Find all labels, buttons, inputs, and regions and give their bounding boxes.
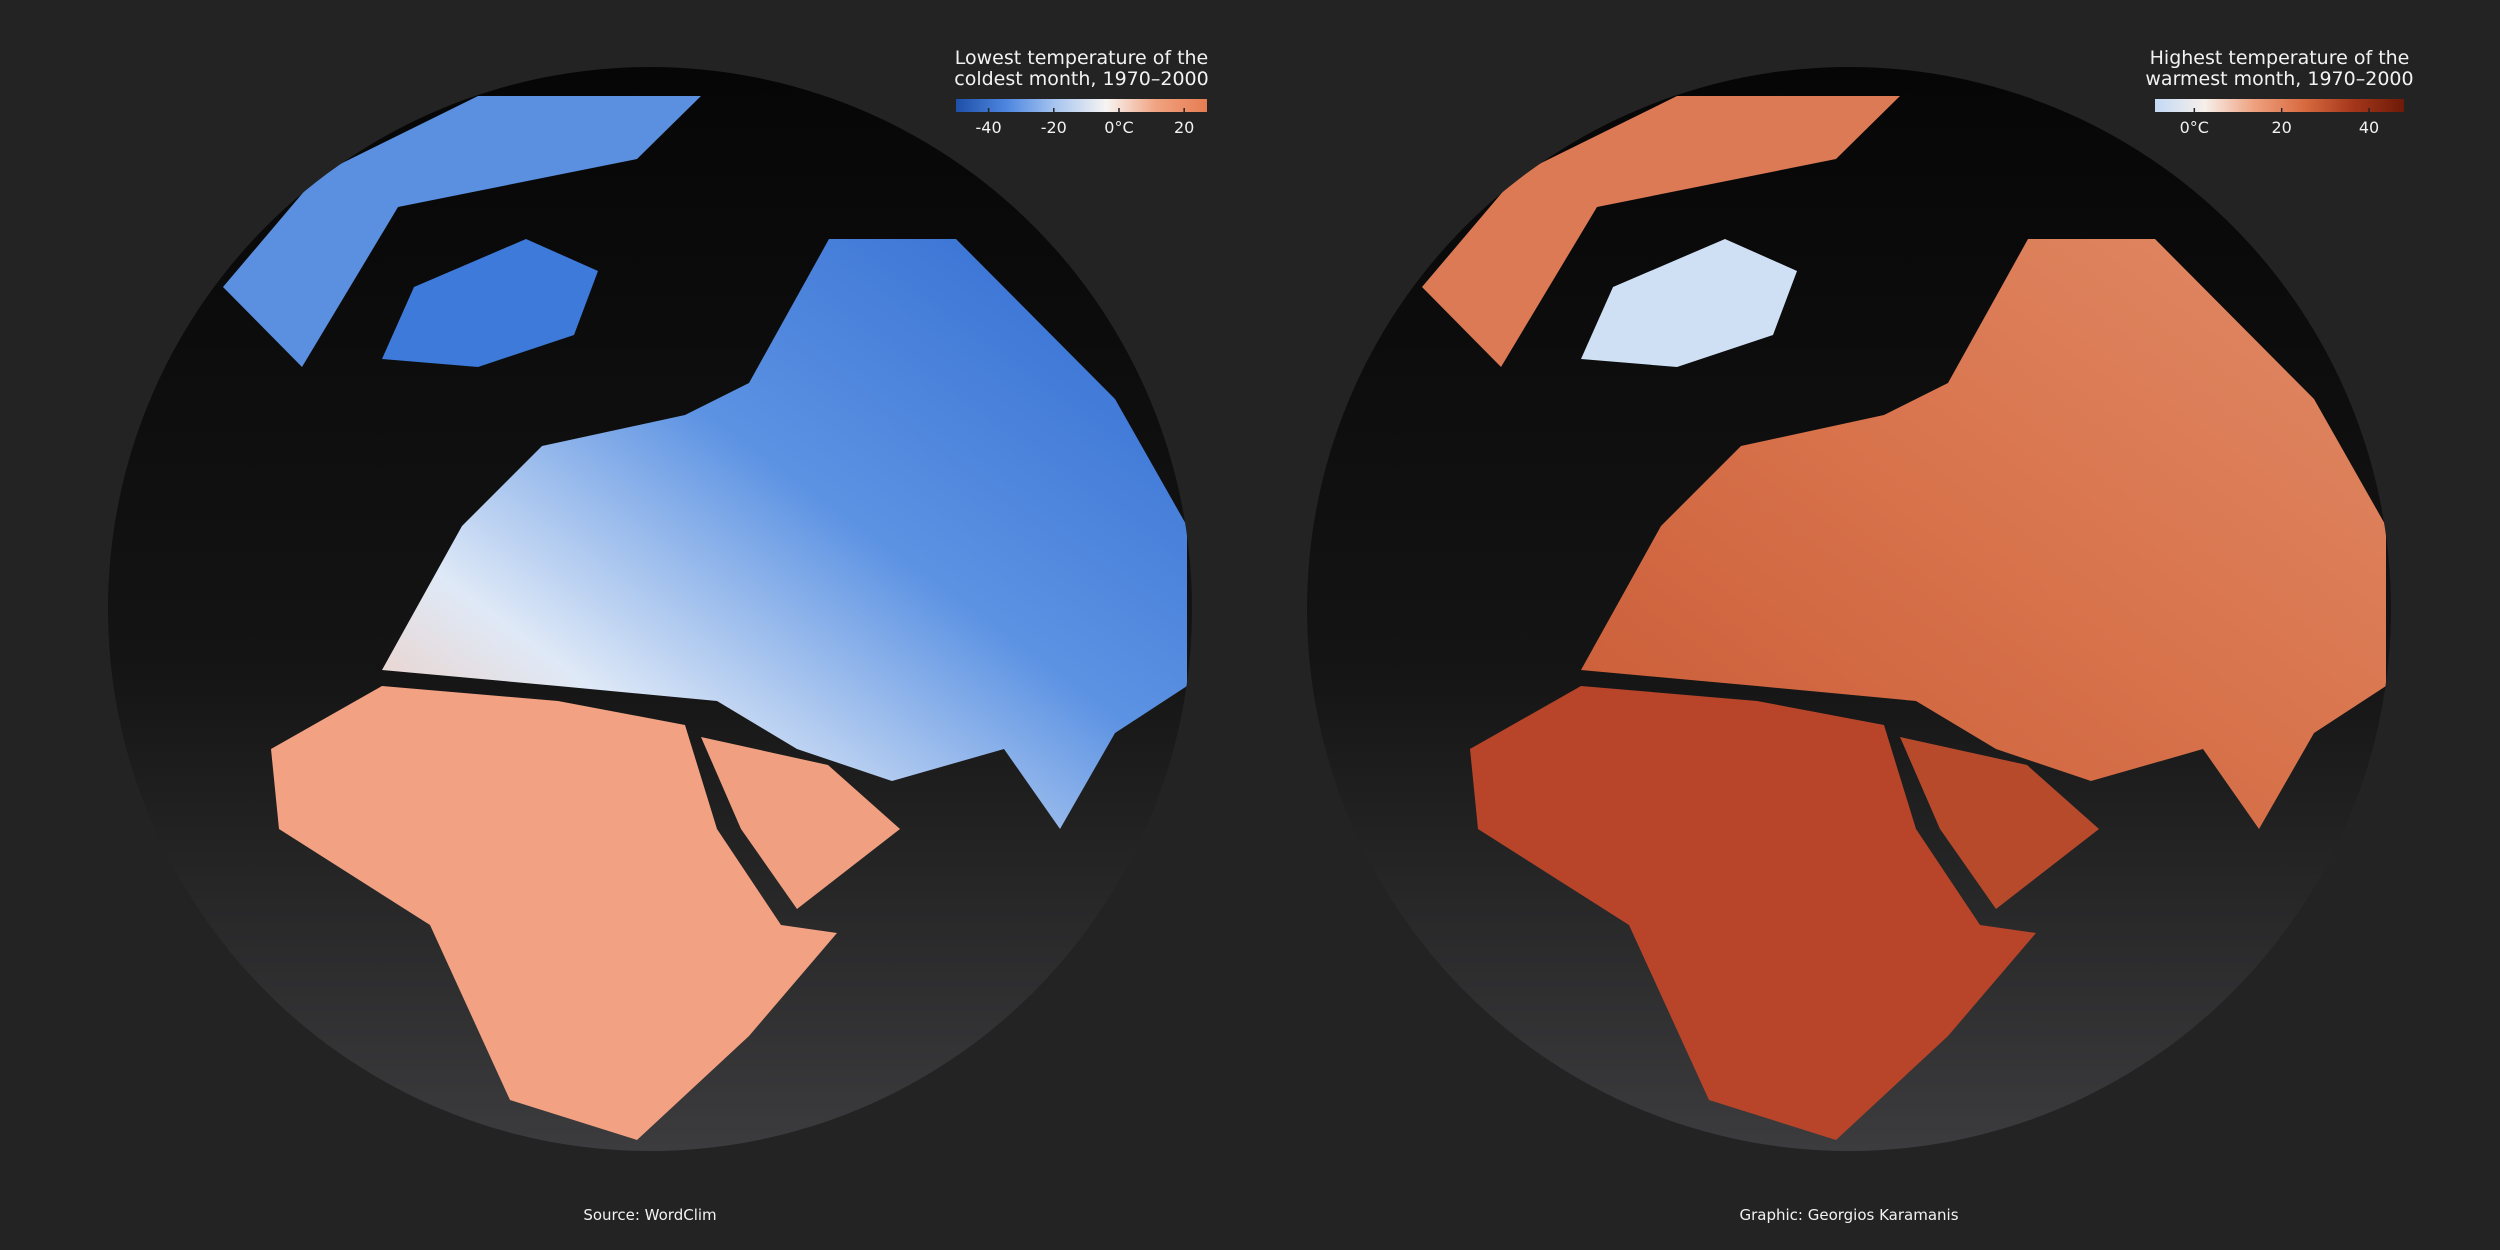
colorbar-tick-label: -40 — [976, 118, 1002, 137]
colorbar-tick-label: -20 — [1041, 118, 1067, 137]
colorbar-tick-label: 0°C — [2180, 118, 2209, 137]
footer-text: Graphic: Georgios Karamanis — [1739, 1206, 1958, 1224]
legend-title: warmest month, 1970–2000 — [2145, 68, 2413, 90]
colorbar-tick-label: 20 — [2272, 118, 2292, 137]
globe-warm — [1307, 67, 2391, 1151]
legend-title: Lowest temperature of the — [955, 47, 1209, 69]
globe-cold — [108, 67, 1192, 1151]
colorbar-tick-label: 20 — [1174, 118, 1194, 137]
legend-title: coldest month, 1970–2000 — [954, 68, 1208, 90]
footer-text: Source: WordClim — [583, 1206, 716, 1224]
colorbar — [956, 99, 1207, 112]
colorbar — [2155, 99, 2404, 112]
colorbar-tick-label: 0°C — [1104, 118, 1133, 137]
legend-title: Highest temperature of the — [2150, 47, 2410, 69]
colorbar-tick-label: 40 — [2359, 118, 2379, 137]
